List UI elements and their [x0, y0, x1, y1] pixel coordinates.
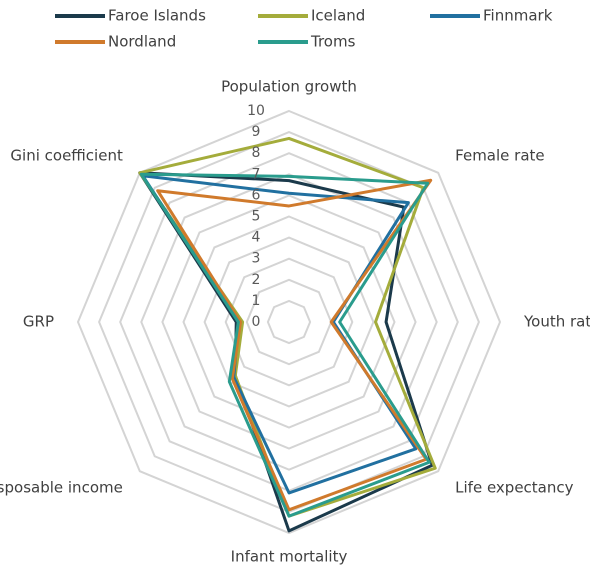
category-label: Infant mortality: [231, 548, 348, 566]
r-tick-label: 4: [252, 230, 261, 246]
category-label: Life expectancy: [455, 479, 573, 497]
r-tick-label: 9: [252, 124, 261, 140]
category-label: Gini coefficient: [10, 146, 123, 164]
grid-ring: [76, 109, 502, 535]
legend-label: Faroe Islands: [108, 7, 206, 25]
r-tick-label: 2: [252, 272, 261, 288]
grid-ring: [161, 194, 417, 450]
series-line: [139, 172, 431, 518]
grid-ring: [182, 215, 396, 429]
legend-label: Iceland: [311, 7, 365, 25]
legend-label: Nordland: [108, 33, 176, 51]
grid-ring: [140, 173, 438, 471]
r-tick-label: 10: [247, 103, 265, 119]
legend-label: Troms: [310, 33, 356, 51]
legend-label: Finnmark: [483, 7, 553, 25]
r-tick-label: 6: [252, 187, 261, 203]
grid-ring: [224, 257, 354, 387]
r-tick-label: 1: [252, 293, 261, 309]
r-tick-label: 7: [252, 166, 261, 182]
r-tick-label: 3: [252, 251, 261, 267]
category-label: Female rate: [455, 146, 544, 164]
series-line: [156, 178, 433, 512]
category-label: GRP: [23, 313, 54, 331]
r-tick-label: 8: [252, 145, 261, 161]
grid-ring: [245, 278, 333, 366]
r-tick-label: 5: [252, 209, 261, 225]
category-label: Youth rate: [523, 313, 590, 331]
grid-ring: [266, 299, 312, 345]
r-tick-label: 0: [252, 314, 261, 330]
category-label: Population growth: [221, 78, 357, 96]
grid-ring: [98, 131, 480, 513]
category-label: Disposable income: [0, 479, 123, 497]
